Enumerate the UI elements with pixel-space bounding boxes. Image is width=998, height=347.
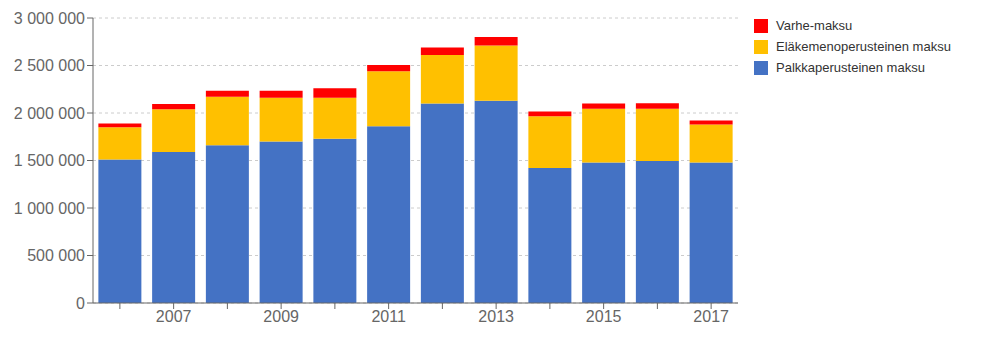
svg-text:0: 0 [76, 295, 85, 312]
svg-text:2017: 2017 [693, 308, 729, 325]
svg-text:2 500 000: 2 500 000 [14, 57, 85, 74]
svg-text:2007: 2007 [156, 308, 192, 325]
svg-text:2011: 2011 [371, 308, 406, 325]
html-text:Varhe-maksu: Varhe-maksu [776, 18, 853, 33]
html-text:Eläkemenoperusteinen maksu: Eläkemenoperusteinen maksu [776, 39, 951, 54]
svg-text:2009: 2009 [263, 308, 299, 325]
html-text:Palkkaperusteinen maksu: Palkkaperusteinen maksu [776, 60, 925, 75]
svg-text:500 000: 500 000 [27, 247, 85, 264]
svg-text:2013: 2013 [478, 308, 514, 325]
svg-text:2 000 000: 2 000 000 [14, 105, 85, 122]
svg-text:3 000 000: 3 000 000 [14, 10, 85, 27]
svg-text:1 000 000: 1 000 000 [14, 200, 85, 217]
svg-text:2015: 2015 [586, 308, 622, 325]
svg-text:1 500 000: 1 500 000 [14, 152, 85, 169]
